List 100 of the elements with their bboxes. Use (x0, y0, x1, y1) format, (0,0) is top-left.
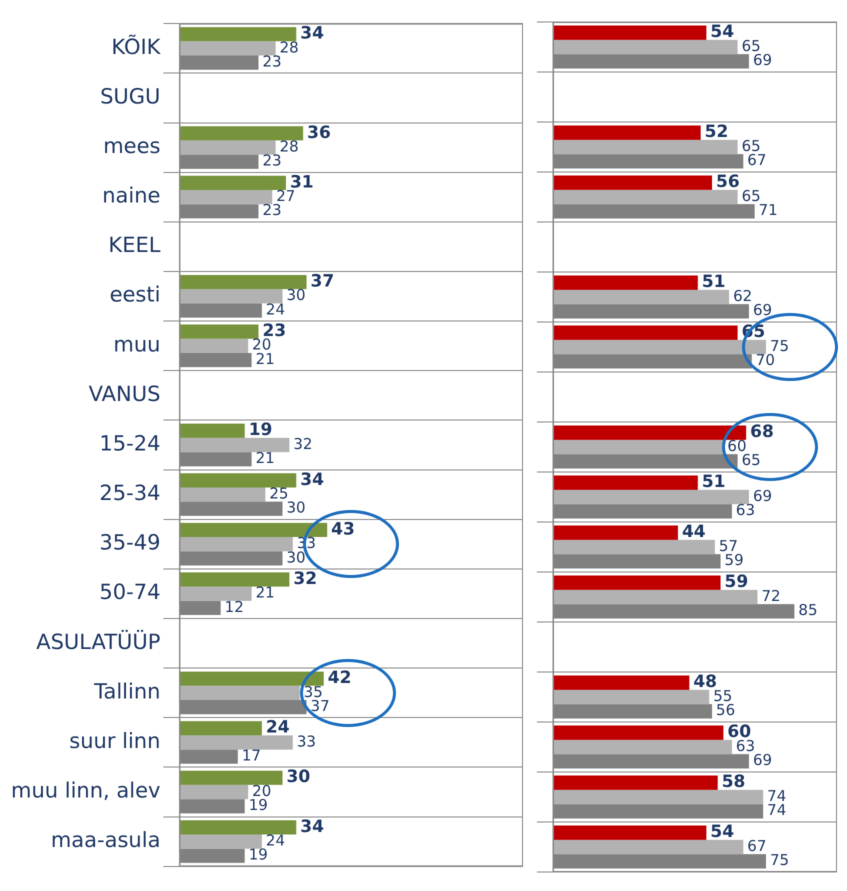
y-tick-label: SUGU (100, 84, 160, 108)
y-tick-label: KEEL (108, 233, 161, 258)
bar (553, 126, 701, 140)
bar (179, 289, 283, 304)
data-label: 23 (262, 152, 282, 170)
data-label: 12 (224, 598, 244, 616)
bar (553, 726, 724, 740)
data-label: 24 (266, 832, 285, 850)
bar (553, 676, 690, 690)
bar (553, 590, 758, 604)
data-label: 54 (710, 822, 734, 842)
bar (553, 276, 698, 290)
bar (553, 776, 718, 790)
bar (179, 686, 300, 700)
data-label: 75 (770, 851, 790, 870)
bar (553, 340, 766, 354)
bar (179, 438, 290, 452)
data-label: 33 (296, 732, 316, 750)
bar (553, 790, 764, 804)
y-tick-label: naine (102, 184, 160, 208)
y-tick-label: muu linn, alev (10, 778, 160, 802)
y-tick-label: 50-74 (99, 580, 160, 604)
bar (553, 840, 744, 854)
data-label: 51 (702, 272, 726, 292)
data-label: 42 (328, 668, 352, 688)
data-label: 30 (286, 548, 306, 566)
data-label: 28 (280, 137, 299, 156)
bar (179, 473, 296, 488)
bar (553, 690, 710, 704)
data-label: 72 (761, 586, 781, 605)
data-label: 63 (736, 501, 756, 520)
bar (179, 126, 304, 140)
bar (553, 440, 724, 454)
data-label: 30 (286, 767, 310, 788)
bar (553, 540, 715, 554)
data-label: 44 (682, 522, 706, 542)
data-label: 32 (293, 568, 318, 589)
bar (553, 176, 712, 190)
data-label: 28 (280, 38, 299, 56)
y-tick-label: 35-49 (99, 530, 160, 555)
bar (179, 834, 262, 849)
bar (553, 826, 706, 840)
bar (179, 176, 286, 190)
data-label: 58 (722, 772, 746, 792)
bar (179, 324, 258, 339)
bar (553, 26, 706, 40)
y-tick-label: ASULATÜÜP (36, 628, 160, 654)
bar (179, 735, 293, 750)
data-label: 36 (307, 122, 331, 143)
bar (179, 586, 252, 601)
bar (179, 41, 276, 56)
bar (553, 740, 732, 754)
y-tick-label: VANUS (88, 382, 160, 406)
data-label: 56 (716, 172, 740, 192)
bar (553, 426, 746, 440)
bar (553, 576, 721, 590)
data-label: 69 (752, 486, 772, 505)
bar (179, 274, 307, 290)
bar (179, 140, 276, 155)
bar (553, 476, 698, 490)
bar (553, 526, 678, 540)
data-label: 85 (798, 601, 818, 620)
data-label: 68 (750, 422, 774, 442)
y-tick-label: KÕIK (111, 34, 162, 59)
bar (179, 572, 290, 587)
data-label: 24 (266, 718, 290, 738)
bar (553, 40, 738, 54)
data-label: 69 (752, 751, 772, 770)
bar (179, 190, 272, 204)
data-label: 23 (262, 201, 282, 220)
bar (553, 190, 738, 204)
data-label: 24 (266, 300, 285, 318)
data-label: 54 (710, 22, 734, 42)
bar (179, 537, 293, 552)
data-label: 51 (702, 472, 726, 492)
data-label: 30 (286, 498, 306, 517)
data-label: 67 (747, 836, 766, 855)
y-tick-label: mees (103, 134, 160, 158)
data-label: 34 (300, 24, 324, 44)
y-tick-label: Tallinn (93, 679, 160, 704)
data-label: 65 (742, 186, 761, 205)
bar (179, 770, 283, 785)
y-tick-label: 15-24 (99, 431, 160, 456)
data-label: 21 (256, 449, 275, 468)
bar (179, 338, 248, 353)
data-label: 17 (242, 746, 261, 765)
bar (553, 140, 738, 154)
data-label: 43 (331, 519, 355, 540)
y-tick-label: muu (113, 332, 160, 356)
data-label: 34 (300, 470, 324, 490)
bar (179, 721, 262, 736)
data-label: 52 (704, 122, 728, 142)
bar (553, 326, 738, 340)
y-tick-label: maa-asula (50, 828, 160, 852)
bar (179, 820, 296, 835)
data-label: 32 (293, 434, 312, 453)
bar (553, 490, 749, 504)
data-label: 30 (286, 286, 306, 304)
bar (553, 290, 730, 304)
y-tick-label: eesti (110, 282, 160, 307)
